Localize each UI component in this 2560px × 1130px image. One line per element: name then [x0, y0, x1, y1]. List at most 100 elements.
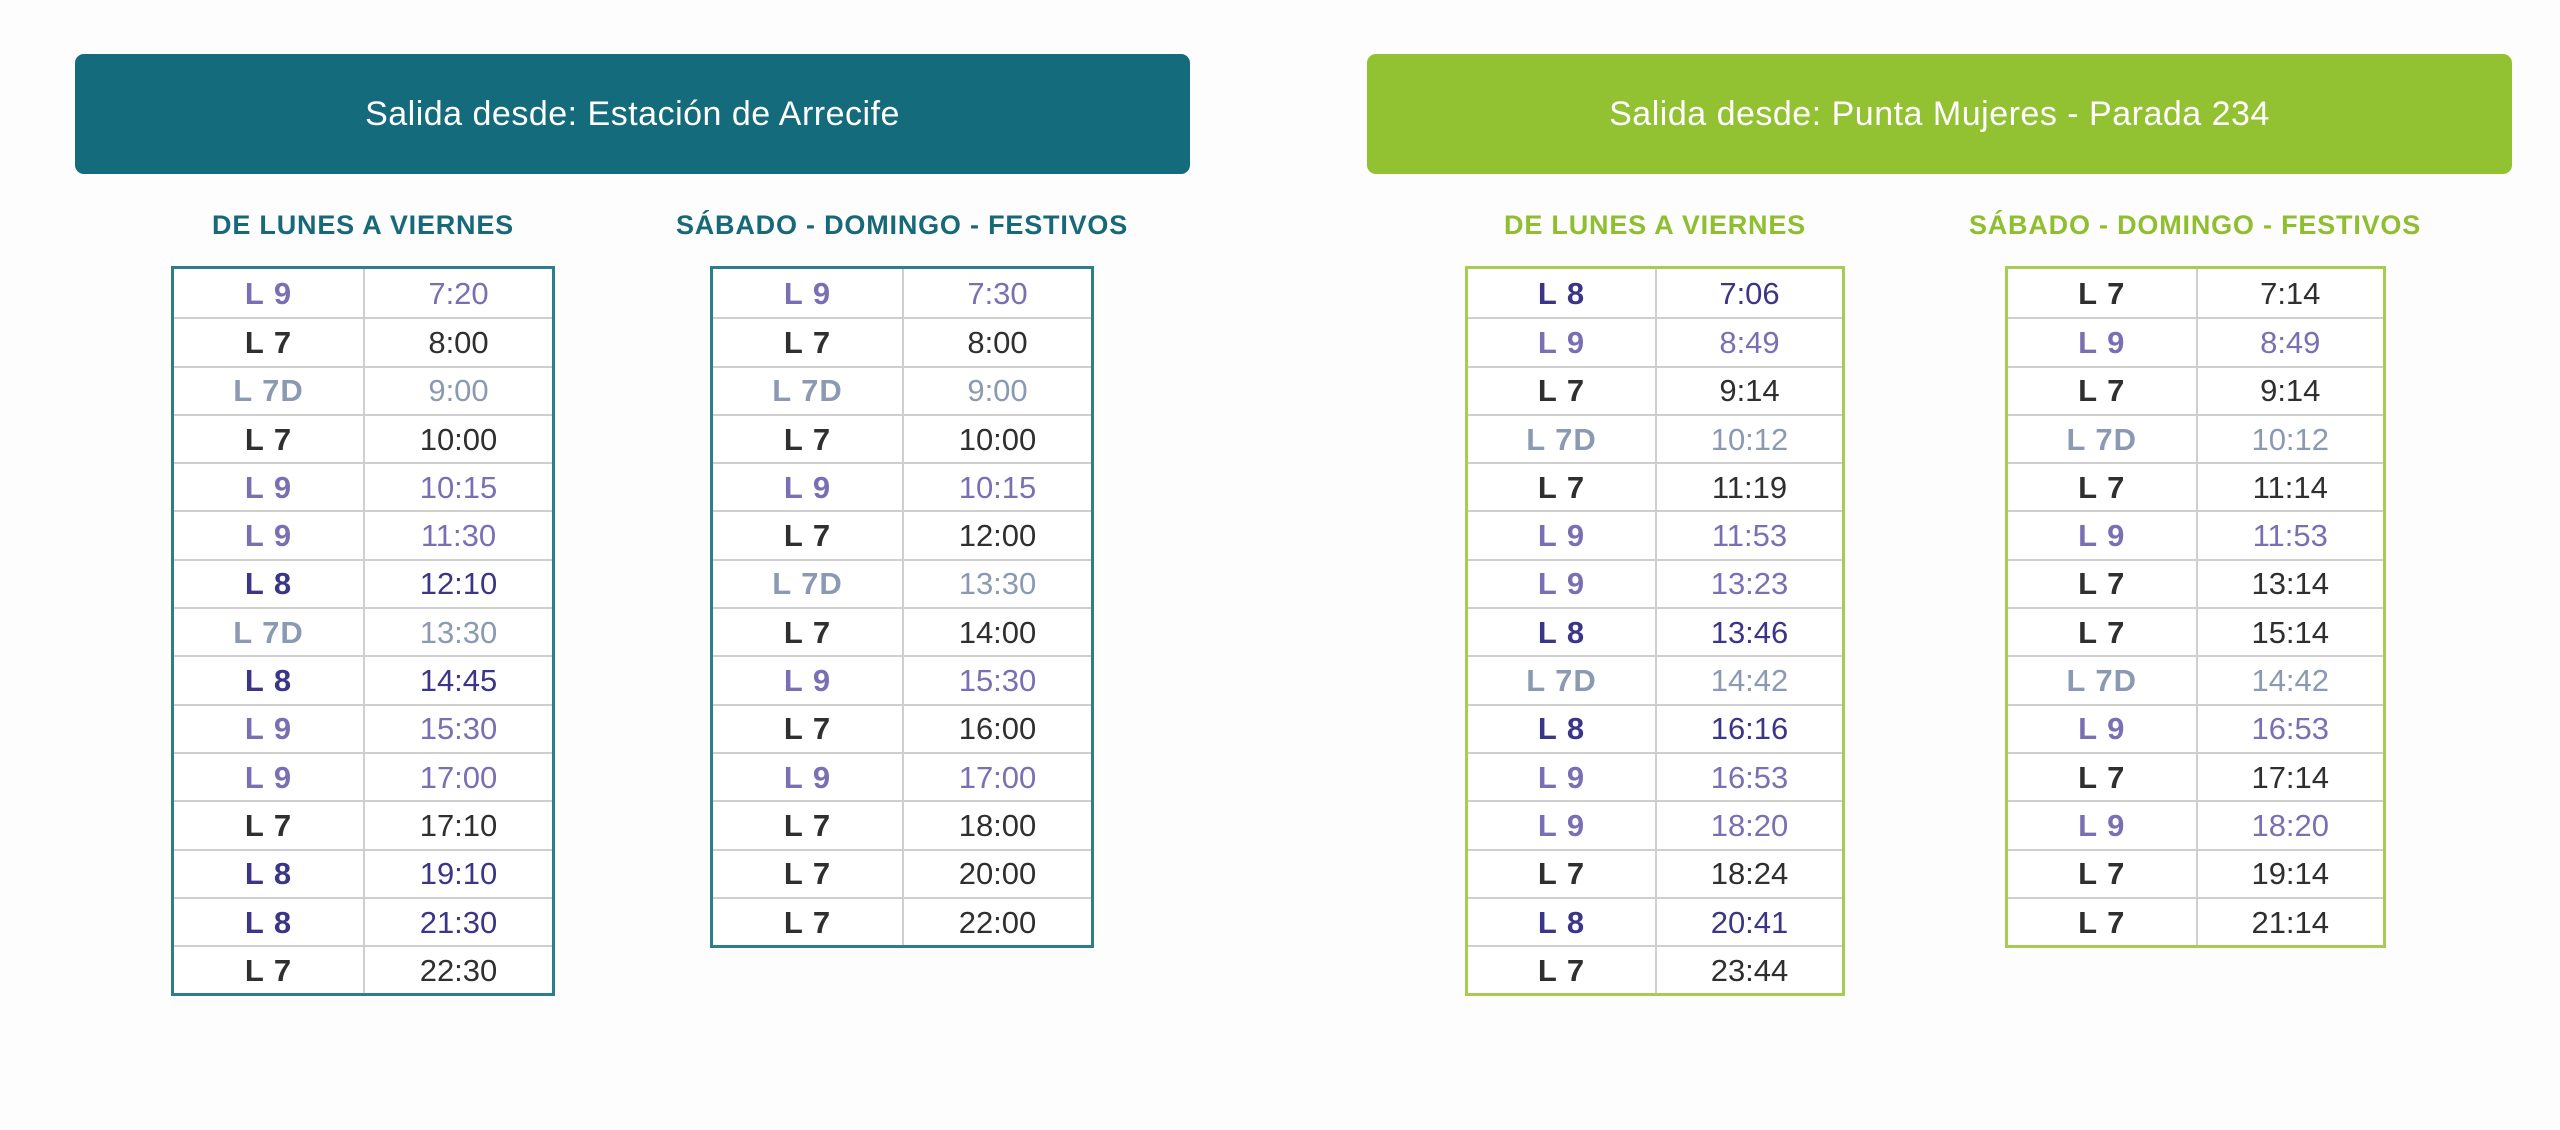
time-cell: 7:20: [363, 269, 552, 318]
line-cell: L 7D: [2066, 663, 2138, 699]
time-cell: 17:10: [363, 802, 552, 849]
timetable-row: L 7 7:14: [2008, 269, 2383, 318]
timetable-row: L 7D 14:42: [2008, 655, 2384, 704]
line-cell: L 7: [1537, 856, 1586, 892]
time-cell: 8:00: [363, 319, 552, 366]
time-cell: 19:10: [363, 850, 552, 897]
line-cell: L 9: [1537, 807, 1586, 843]
time-cell: 9:14: [1655, 367, 1842, 414]
station-header-arrecife: Salida desde: Estación de Arrecife: [75, 54, 1190, 174]
line-cell: L 7: [783, 614, 832, 650]
timetable-row: L 7 17:10: [174, 800, 552, 849]
line-cell: L 7: [2078, 759, 2126, 795]
timetable-row: L 8 12:10: [174, 558, 552, 608]
time-cell: 19:14: [2195, 850, 2384, 897]
timetable-row: L 7 14:00: [713, 607, 1091, 656]
time-cell: 14:42: [2195, 657, 2384, 704]
timetable-row: L 9 17:00: [713, 751, 1091, 801]
line-cell: L 7: [2078, 373, 2126, 409]
line-cell: L 9: [2078, 324, 2126, 360]
time-cell: 16:53: [2195, 705, 2384, 752]
timetable-row: L 9 17:00: [174, 751, 552, 801]
time-cell: 8:49: [1655, 319, 1842, 366]
time-cell: 13:14: [2195, 560, 2384, 608]
timetable-row: L 9 18:20: [2008, 800, 2383, 849]
line-cell: L 7: [1537, 373, 1586, 409]
time-cell: 11:53: [1655, 512, 1842, 559]
timetable-row: L 7 12:00: [713, 510, 1091, 559]
line-cell: L 9: [783, 275, 832, 311]
timetable-row: L 7 11:14: [2008, 462, 2383, 511]
time-cell: 18:20: [1655, 802, 1842, 849]
line-cell: L 7D: [233, 373, 304, 409]
timetable-row: L 7D 14:42: [1468, 655, 1842, 704]
timetable-row: L 7 9:14: [1468, 365, 1842, 414]
time-cell: 9:14: [2195, 367, 2384, 414]
line-cell: L 9: [1537, 518, 1586, 554]
time-cell: 10:00: [363, 415, 552, 463]
timetable-punta-mujeres-weekdays: L 8 7:06 L 9 8:49 L 7 9:14 L 7D 10:12 L 7 11:19 L …: [1465, 266, 1845, 997]
timetable-row: L 9 15:30: [713, 655, 1091, 704]
timetable-row: L 7 19:14: [2008, 848, 2384, 897]
time-cell: 7:06: [1655, 269, 1842, 318]
line-cell: L 7: [1537, 952, 1586, 988]
timetable-row: L 7 10:00: [713, 413, 1091, 463]
line-cell: L 9: [244, 275, 293, 311]
timetable-row: L 7 8:00: [174, 317, 552, 366]
schedule-label-arrecife-weekend: SÁBADO - DOMINGO - FESTIVOS: [675, 209, 1129, 240]
line-cell: L 8: [244, 663, 293, 699]
timetable-row: L 9 10:15: [713, 462, 1091, 511]
line-cell: L 8: [244, 856, 293, 892]
timetable-row: L 8 13:46: [1468, 607, 1842, 656]
station-header-punta-mujeres: Salida desde: Punta Mujeres - Parada 234: [1367, 54, 2512, 174]
time-cell: 13:30: [902, 560, 1091, 608]
timetable-row: L 8 21:30: [174, 896, 552, 946]
timetable-arrecife-weekdays: L 9 7:20 L 7 8:00 L 7D 9:00 L 7 10:00 L 9 10:15 L …: [171, 266, 555, 997]
timetable-row: L 7 21:14: [2008, 896, 2384, 946]
time-cell: 17:14: [2195, 753, 2384, 801]
line-cell: L 7: [783, 856, 832, 892]
timetable-row: L 9 16:53: [1468, 751, 1842, 801]
line-cell: L 9: [244, 518, 293, 554]
line-cell: L 7D: [772, 373, 843, 409]
timetable-row: L 7D 13:30: [713, 558, 1091, 608]
schedule-label-punta-mujeres-weekend: SÁBADO - DOMINGO - FESTIVOS: [1968, 209, 2422, 240]
line-cell: L 7: [2078, 856, 2126, 892]
line-cell: L 7: [783, 904, 832, 940]
timetable-row: L 9 13:23: [1468, 558, 1842, 608]
line-cell: L 7: [783, 518, 832, 554]
time-cell: 9:00: [902, 367, 1091, 414]
timetable-row: L 9 16:53: [2008, 703, 2384, 752]
time-cell: 16:53: [1655, 753, 1842, 801]
timetable-row: L 7D 10:12: [2008, 413, 2383, 463]
timetable-row: L 7 17:14: [2008, 751, 2384, 801]
line-cell: L 9: [2078, 711, 2126, 747]
time-cell: 13:46: [1655, 609, 1842, 656]
time-cell: 8:00: [902, 319, 1091, 366]
time-cell: 10:12: [1655, 415, 1842, 463]
line-cell: L 7: [244, 807, 293, 843]
timetable-row: L 7 22:30: [174, 945, 552, 994]
time-cell: 20:00: [902, 850, 1091, 897]
line-cell: L 7: [244, 421, 293, 457]
timetable-row: L 7D 9:00: [713, 365, 1091, 414]
time-cell: 13:23: [1655, 560, 1842, 608]
timetable-row: L 8 19:10: [174, 848, 552, 897]
timetable-row: L 9 7:30: [713, 269, 1091, 318]
line-cell: L 9: [783, 663, 832, 699]
time-cell: 12:10: [363, 560, 552, 608]
schedule-label-arrecife-weekdays: DE LUNES A VIERNES: [212, 209, 514, 240]
time-cell: 15:30: [902, 657, 1091, 704]
time-cell: 7:30: [902, 269, 1091, 318]
time-cell: 13:30: [363, 609, 552, 656]
time-cell: 21:14: [2195, 898, 2384, 946]
timetable-row: L 8 7:06: [1468, 269, 1842, 318]
time-cell: 22:30: [363, 947, 552, 994]
line-cell: L 7: [2078, 469, 2126, 505]
time-cell: 16:00: [902, 705, 1091, 752]
time-cell: 10:15: [902, 464, 1091, 511]
line-cell: L 8: [244, 566, 293, 602]
line-cell: L 7D: [2066, 421, 2138, 457]
timetable-row: L 7 11:19: [1468, 462, 1842, 511]
time-cell: 17:00: [902, 753, 1091, 801]
